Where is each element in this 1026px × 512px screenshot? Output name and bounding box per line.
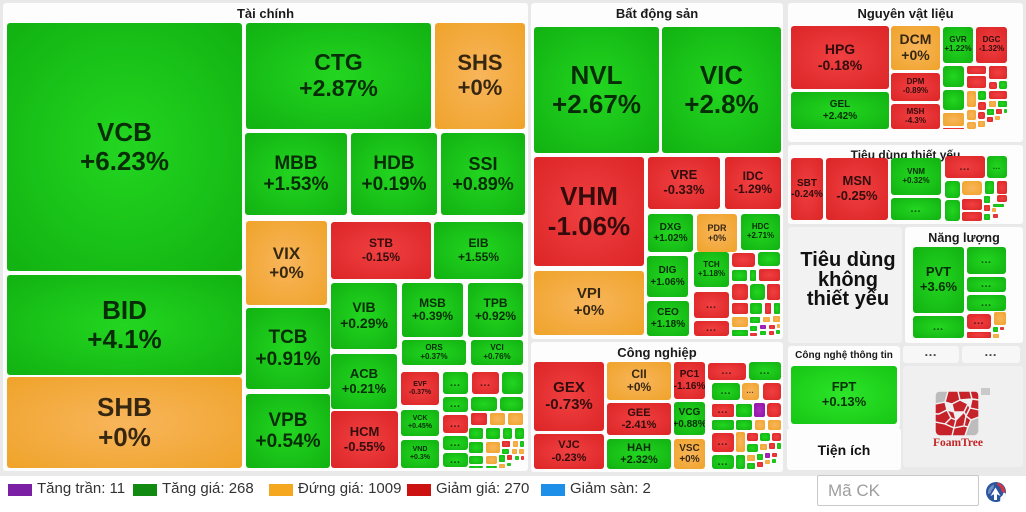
svg-text:FoamTree: FoamTree	[933, 437, 983, 449]
